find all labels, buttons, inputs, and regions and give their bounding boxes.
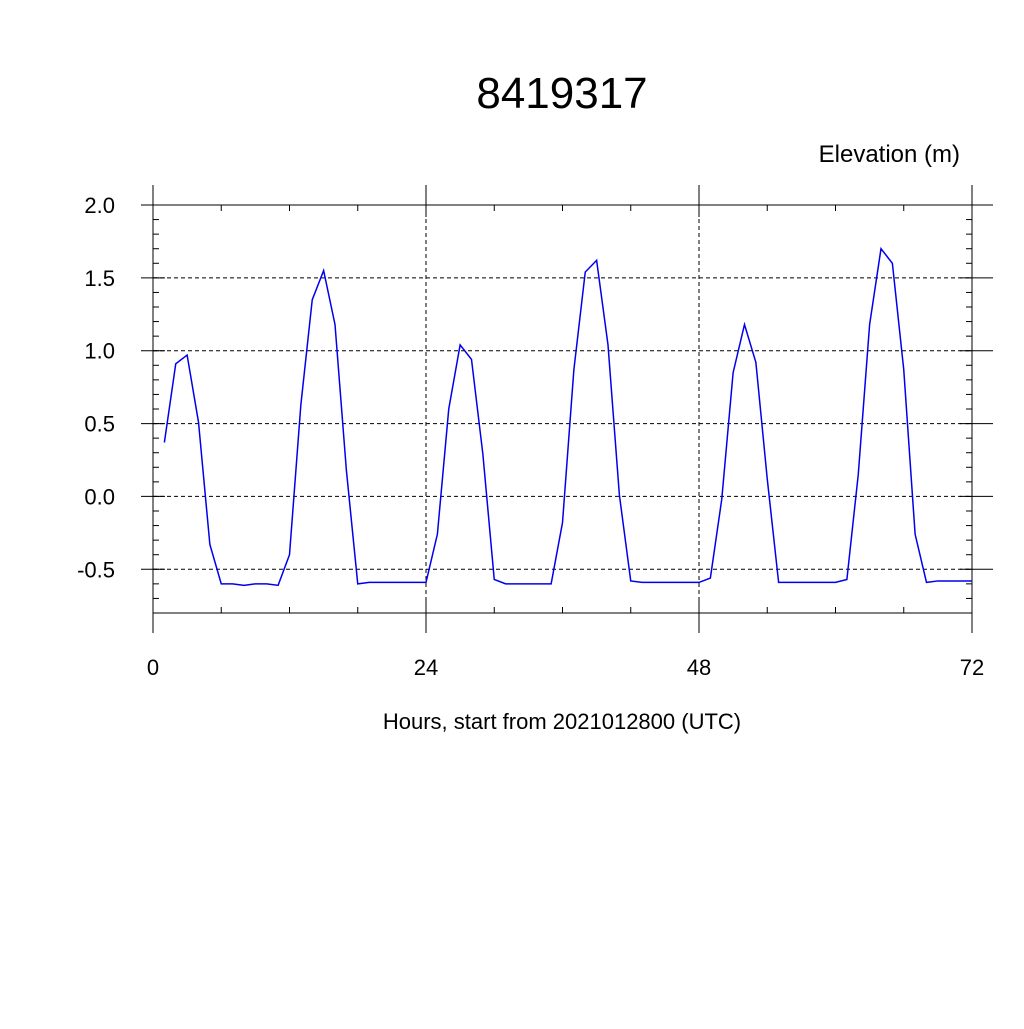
y-tick-label: 0.0 <box>84 484 115 509</box>
x-tick-label: 24 <box>414 655 438 680</box>
y-tick-label: 1.5 <box>84 266 115 291</box>
y-axis-label: Elevation (m) <box>819 141 960 168</box>
data-line <box>163 246 972 587</box>
x-tick-label: 72 <box>960 655 984 680</box>
y-tick-label: 1.0 <box>84 339 115 364</box>
y-tick-label: -0.5 <box>77 557 115 582</box>
y-tick-label: 0.5 <box>84 412 115 437</box>
x-tick-label: 48 <box>687 655 711 680</box>
chart-title: 8419317 <box>476 69 647 118</box>
y-tick-label: 2.0 <box>84 193 115 218</box>
x-axis-label: Hours, start from 2021012800 (UTC) <box>383 709 741 734</box>
x-tick-label: 0 <box>147 655 159 680</box>
plot-frame <box>152 204 973 614</box>
